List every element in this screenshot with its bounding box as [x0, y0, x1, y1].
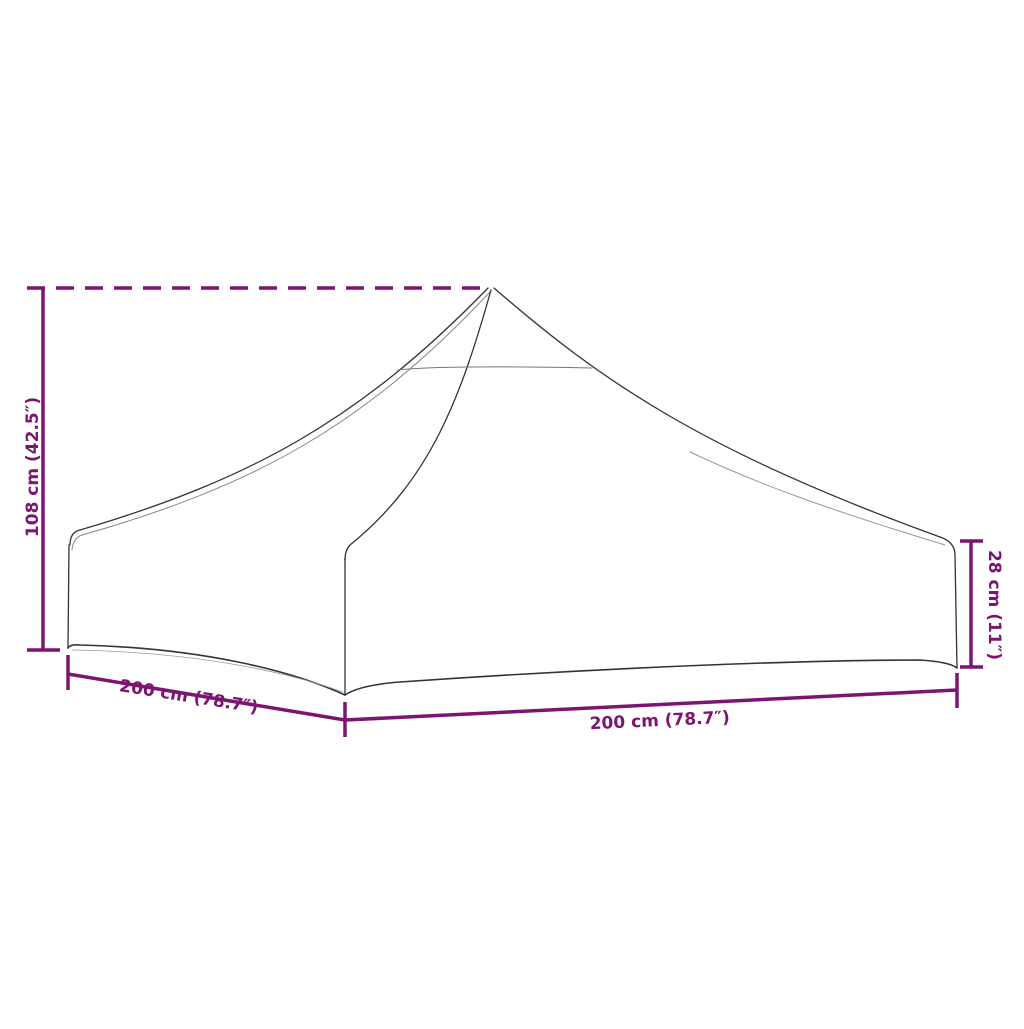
depth-label: 200 cm (78.7″) [118, 676, 260, 718]
dimension-lines [27, 286, 983, 737]
right-roof-edge-inner [689, 451, 946, 546]
height-label: 108 cm (42.5″) [23, 397, 43, 537]
bottom-hem-right [344, 659, 958, 696]
left-roof-edge [69, 287, 489, 546]
canopy-outline [67, 287, 958, 696]
dimension-labels: 108 cm (42.5″) 28 cm (11″) 200 cm (78.7″… [23, 397, 1004, 734]
bottom-hem-left-inner [71, 649, 344, 693]
wall-height-label: 28 cm (11″) [984, 550, 1004, 660]
right-wall-edge [954, 554, 958, 669]
width-line [344, 688, 958, 722]
left-wall-edge [67, 544, 70, 649]
back-rib [397, 366, 593, 371]
bottom-hem-left [67, 644, 346, 696]
right-roof-edge [493, 287, 956, 556]
front-ridge [344, 289, 492, 561]
width-label: 200 cm (78.7″) [589, 708, 730, 735]
depth-line [67, 672, 346, 722]
left-roof-edge-inner [71, 291, 491, 551]
